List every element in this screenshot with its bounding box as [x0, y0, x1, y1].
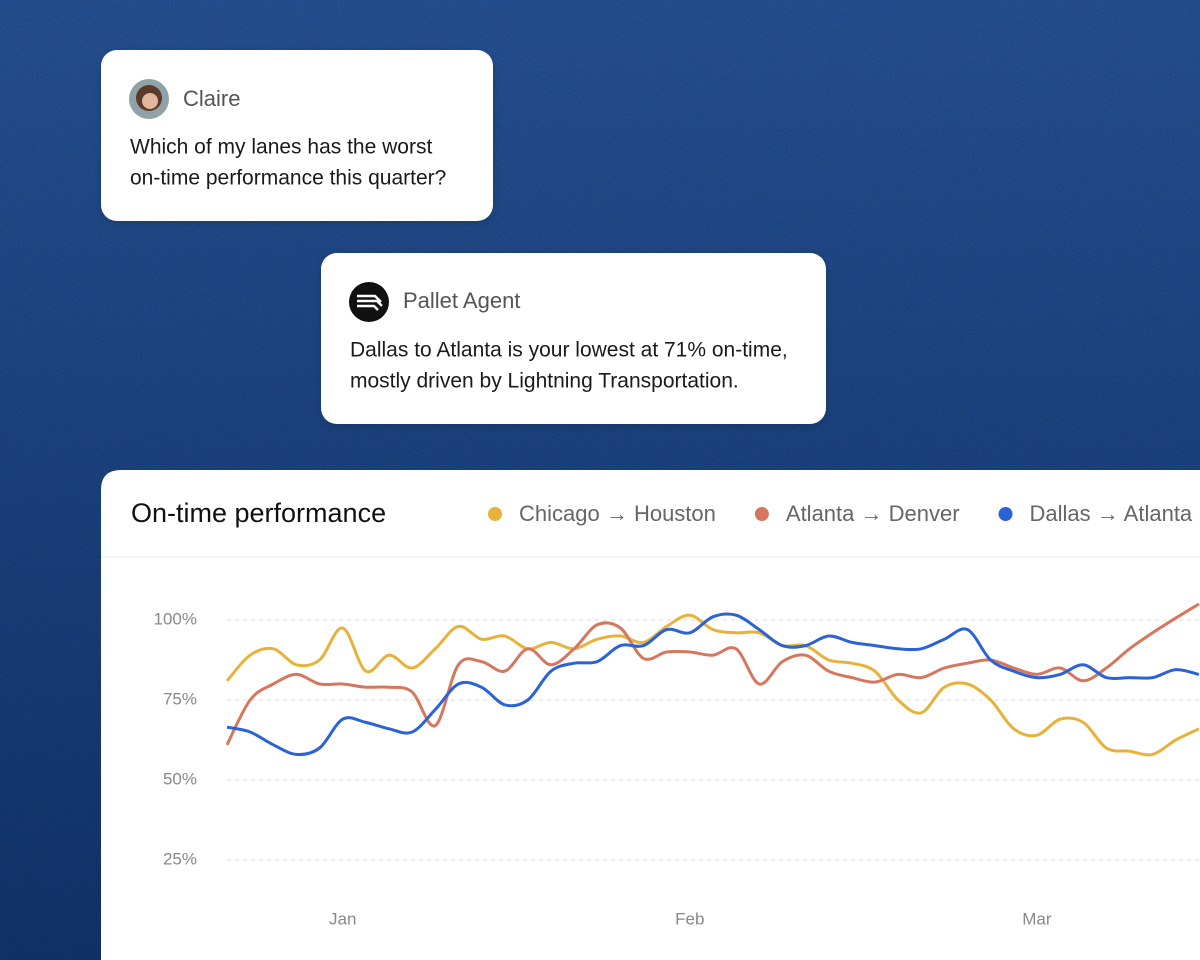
- chart-card: On-time performance 25% 50% 75% 100% Jan Feb M…: [101, 470, 1200, 960]
- legend-dot: [754, 507, 769, 521]
- avatar-face: [142, 93, 158, 109]
- legend-label: Atlanta → Denver: [786, 501, 960, 526]
- plot: [225, 602, 1200, 757]
- line: [226, 612, 1200, 757]
- y-tick-label: 100%: [154, 609, 197, 628]
- message-line: mostly driven by Lightning Transportatio…: [350, 370, 739, 393]
- legend-label: Chicago → Houston: [519, 501, 716, 526]
- chart-title: On-time performance: [131, 498, 386, 528]
- agent-logo-mark: [357, 294, 383, 311]
- line: [225, 613, 1200, 757]
- message-line: Which of my lanes has the worst: [130, 136, 432, 159]
- message-line: Dallas to Atlanta is your lowest at 71% …: [350, 339, 788, 362]
- x-tick-label: Mar: [1022, 909, 1052, 928]
- agent-message: Pallet Agent Dallas to Atlanta is your l…: [321, 253, 826, 424]
- author-name: Pallet Agent: [403, 288, 520, 313]
- legend-dot: [998, 507, 1013, 521]
- message-card: [321, 253, 826, 424]
- user-message: Claire Which of my lanes has the worst o…: [101, 50, 493, 221]
- message-line: on-time performance this quarter?: [130, 167, 446, 190]
- legend-label: Dallas → Atlanta: [1030, 501, 1193, 526]
- y-tick-label: 25%: [163, 849, 197, 868]
- line: [225, 602, 1200, 746]
- x-tick-label: Jan: [329, 909, 356, 928]
- y-tick-label: 50%: [163, 769, 197, 788]
- legend-dot: [488, 507, 502, 521]
- card-bg: [101, 470, 1200, 960]
- y-tick-label: 75%: [163, 689, 197, 708]
- author-name: Claire: [183, 86, 240, 111]
- x-tick-label: Feb: [675, 909, 704, 928]
- message-card: [101, 50, 493, 221]
